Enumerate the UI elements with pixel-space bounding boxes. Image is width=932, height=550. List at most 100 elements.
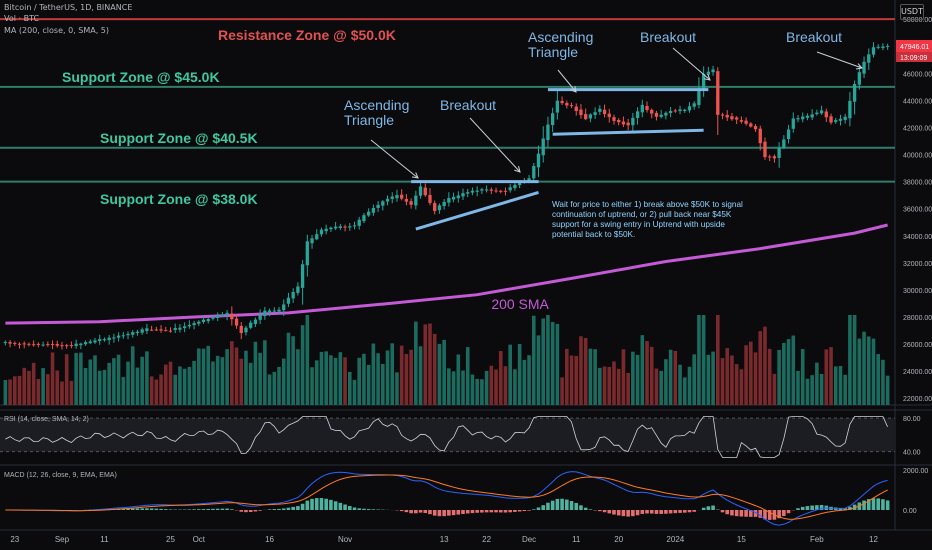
macd-histogram-bar — [338, 502, 343, 510]
x-tick-label: 23 — [10, 535, 19, 544]
candle-body — [763, 141, 767, 158]
macd-histogram-bar — [296, 506, 300, 510]
macd-histogram-bar — [763, 510, 767, 520]
macd-histogram-bar — [635, 510, 640, 516]
volume-bar — [60, 381, 64, 405]
candle-body — [720, 114, 725, 116]
volume-bar — [46, 374, 50, 405]
volume-bar — [555, 323, 560, 405]
volume-bar — [626, 372, 630, 405]
candle-body — [376, 204, 380, 208]
volume-bar — [173, 374, 178, 405]
volume-bar — [664, 359, 668, 405]
candle-body — [739, 120, 744, 122]
candle-body — [116, 335, 121, 338]
volume-bar — [319, 351, 324, 405]
candle-body — [664, 112, 668, 116]
candle-body — [461, 193, 465, 197]
volume-bar — [531, 315, 536, 405]
macd-histogram-bar — [843, 508, 847, 510]
volume-bar — [730, 355, 734, 405]
volume-bar — [31, 362, 36, 405]
macd-histogram-bar — [819, 505, 824, 510]
volume-bar — [635, 354, 640, 405]
candle-body — [626, 122, 630, 126]
volume-bar — [749, 341, 753, 405]
candle-body — [343, 226, 347, 228]
candle-body — [32, 344, 36, 346]
candle-body — [46, 344, 50, 346]
volume-bar — [399, 345, 404, 405]
candle-body — [701, 73, 706, 89]
volume-bar — [715, 315, 720, 405]
volume-bar — [239, 358, 244, 405]
candle-body — [678, 109, 682, 112]
annotation-text: Triangle — [528, 44, 578, 60]
candle-body — [796, 118, 800, 120]
volume-bar — [305, 315, 310, 405]
candle-body — [102, 339, 107, 341]
macd-histogram-bar — [215, 508, 220, 510]
candle-body — [470, 190, 475, 193]
volume-bar — [461, 370, 465, 405]
candle-body — [621, 121, 626, 125]
x-tick-label: 13 — [440, 535, 449, 544]
candle-body — [494, 190, 498, 192]
volume-bar — [810, 375, 814, 405]
candle-body — [650, 109, 654, 114]
candle-body — [536, 153, 541, 168]
rsi-line — [5, 416, 888, 458]
candle-body — [834, 120, 838, 122]
candle-body — [8, 342, 12, 344]
volume-bar — [881, 359, 885, 405]
rsi-tick: 40.00 — [903, 450, 921, 457]
macd-histogram-bar — [744, 510, 748, 517]
macd-histogram-bar — [211, 508, 215, 510]
candle-body — [848, 100, 852, 119]
macd-tick: 2000.00 — [903, 468, 928, 475]
volume-bar — [140, 356, 144, 405]
volume-bar — [291, 336, 295, 405]
annotation-text: Ascending — [528, 29, 593, 45]
candle-body — [711, 69, 715, 73]
macd-histogram-bar — [437, 510, 442, 517]
volume-bar — [97, 370, 102, 405]
volume-bar — [343, 357, 347, 405]
price-badge — [896, 39, 932, 52]
volume-line: Vol · BTC — [4, 14, 40, 23]
volume-bar — [711, 351, 715, 405]
candle-body — [673, 110, 677, 112]
candle-body — [291, 291, 295, 299]
macd-histogram-bar — [753, 510, 758, 517]
volume-bar — [673, 350, 678, 405]
volume-bar — [333, 357, 338, 405]
y-tick-label: 40000.00 — [903, 153, 932, 160]
candle-body — [107, 337, 111, 340]
macd-histogram-bar — [494, 510, 498, 513]
volume-bar — [83, 367, 88, 405]
candle-body — [27, 343, 31, 345]
currency-button[interactable]: USDT — [900, 4, 924, 20]
volume-bar — [267, 374, 272, 405]
volume-bar — [178, 366, 182, 405]
volume-bar — [536, 335, 541, 405]
volume-bar — [843, 374, 847, 405]
volume-bar — [550, 321, 555, 405]
candle-body — [352, 225, 357, 227]
candle-body — [598, 108, 602, 112]
candle-body — [503, 190, 508, 192]
candle-body — [65, 345, 69, 347]
candle-body — [640, 104, 644, 113]
candle-body — [805, 115, 810, 118]
volume-bar — [149, 376, 154, 405]
candle-body — [659, 114, 663, 117]
candle-body — [423, 187, 427, 196]
macd-histogram-bar — [447, 510, 451, 516]
volume-bar — [579, 336, 583, 405]
candle-body — [517, 182, 522, 186]
candle-body — [211, 316, 215, 319]
volume-bar — [206, 345, 211, 405]
candle-body — [612, 117, 616, 121]
y-tick-label: 22000.00 — [903, 396, 932, 403]
